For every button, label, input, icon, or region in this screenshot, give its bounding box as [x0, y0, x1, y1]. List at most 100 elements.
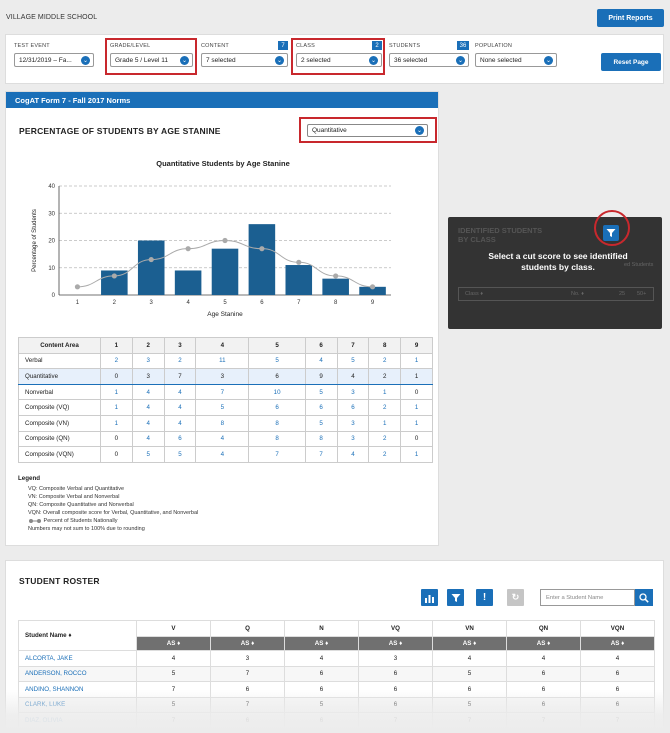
stanine-count-cell[interactable]: 4	[304, 352, 338, 370]
students-select[interactable]: 36 selected ⌄	[389, 53, 469, 67]
stanine-count-cell[interactable]: 1	[400, 352, 433, 370]
stanine-count-cell[interactable]: 6	[163, 430, 197, 448]
stanine-count-cell: 4	[336, 368, 370, 385]
stanine-count-cell[interactable]: 5	[336, 352, 370, 370]
roster-filter-button[interactable]	[447, 589, 464, 606]
age-stanine-sort-header[interactable]: AS ♦	[136, 636, 211, 651]
stanine-count-cell[interactable]: 11	[195, 352, 250, 370]
age-stanine-sort-header[interactable]: AS ♦	[506, 636, 581, 651]
stanine-count-cell[interactable]: 4	[195, 430, 250, 448]
stanine-count-cell[interactable]: 5	[304, 414, 338, 432]
content-area-row[interactable]: Composite (VQN) 0 5 5 4 7 7 4 2 1	[18, 446, 433, 463]
stanine-count-cell[interactable]: 4	[163, 399, 197, 416]
stanine-count-cell[interactable]: 4	[131, 383, 165, 401]
identified-students-panel: IDENTIFIED STUDENTS BY CLASS ed Students…	[448, 217, 662, 329]
stanine-count-cell[interactable]: 5	[248, 352, 306, 370]
stanine-count-cell[interactable]: 1	[100, 383, 133, 401]
chart-view-button[interactable]	[421, 589, 438, 606]
student-roster: STUDENT ROSTER ! ↻ Enter a Student Name …	[5, 560, 664, 733]
stanine-count-cell[interactable]: 5	[163, 446, 197, 463]
score-cell: 6	[432, 681, 507, 698]
stanine-count-cell[interactable]: 2	[368, 399, 402, 416]
stanine-count-cell[interactable]: 8	[304, 430, 338, 448]
age-stanine-sort-header[interactable]: AS ♦	[210, 636, 285, 651]
stanine-count-cell[interactable]: 1	[100, 414, 133, 432]
stanine-count-cell[interactable]: 1	[400, 414, 433, 432]
chevron-down-icon: ⌄	[81, 56, 90, 65]
y-tick-label: 0	[52, 293, 56, 299]
age-stanine-sort-header[interactable]: AS ♦	[358, 636, 433, 651]
stanine-count-cell[interactable]: 3	[336, 430, 370, 448]
stanine-count-cell[interactable]: 4	[131, 414, 165, 432]
content-area-row[interactable]: Composite (VN) 1 4 4 8 8 5 3 1 1	[18, 414, 433, 432]
content-area-row[interactable]: Composite (QN) 0 4 6 4 8 8 3 2 0	[18, 430, 433, 448]
student-search-input[interactable]: Enter a Student Name	[540, 589, 635, 606]
stanine-count-cell[interactable]: 6	[304, 399, 338, 416]
reset-page-button[interactable]: Reset Page	[601, 53, 661, 71]
class-count-badge: 2	[372, 41, 382, 50]
stanine-count-cell[interactable]: 2	[100, 352, 133, 370]
grade-level-select[interactable]: Grade 5 / Level 11 ⌄	[110, 53, 193, 67]
student-name-link[interactable]: DIAZ, OLIVIA	[18, 712, 137, 729]
stanine-count-cell[interactable]: 1	[400, 399, 433, 416]
content-area-dropdown[interactable]: Quantitative ⌄	[307, 124, 428, 137]
stanine-count-cell[interactable]: 4	[163, 383, 197, 401]
student-name-link[interactable]: ALCORTA, JAKE	[18, 650, 137, 667]
stanine-count-cell[interactable]: 5	[195, 399, 250, 416]
line-marker-icon	[29, 518, 41, 523]
stanine-count-cell[interactable]: 7	[248, 446, 306, 463]
content-area-row[interactable]: Composite (VQ) 1 4 4 5 6 6 6 2 1	[18, 399, 433, 416]
stanine-count-cell[interactable]: 4	[163, 414, 197, 432]
x-tick-label: 3	[150, 300, 154, 306]
content-area-row[interactable]: Quantitative 0 3 7 3 6 9 4 2 1	[18, 368, 433, 385]
student-name-link[interactable]: ANDERSON, ROCCO	[18, 665, 137, 682]
class-label: CLASS	[296, 43, 316, 49]
stanine-count-cell[interactable]: 1	[400, 446, 433, 463]
alert-button[interactable]: !	[476, 589, 493, 606]
stanine-count-cell[interactable]: 1	[368, 383, 402, 401]
stanine-bar-chart: 0 10 20 30 40 1 2 3 4 5 6 7 8 9 Age Stanine Percentage …	[32, 184, 391, 318]
stanine-count-cell[interactable]: 7	[304, 446, 338, 463]
card-header: CogAT Form 7 - Fall 2017 Norms	[6, 92, 438, 108]
student-name-link[interactable]: CLARK, LUKE	[18, 696, 137, 713]
stanine-count-cell[interactable]: 8	[248, 414, 306, 432]
age-stanine-sort-header[interactable]: AS ♦	[580, 636, 655, 651]
stanine-count-cell[interactable]: 3	[336, 383, 370, 401]
stanine-count-cell[interactable]: 2	[368, 446, 402, 463]
stanine-count-cell[interactable]: 2	[163, 352, 197, 370]
content-area-row[interactable]: Nonverbal 1 4 4 7 10 5 3 1 0	[18, 383, 433, 401]
stanine-count-cell[interactable]: 5	[304, 383, 338, 401]
stanine-count-cell[interactable]: 1	[100, 399, 133, 416]
refresh-button[interactable]: ↻	[507, 589, 524, 606]
stanine-count-cell[interactable]: 2	[368, 430, 402, 448]
stanine-count-cell: 6	[248, 368, 306, 385]
stanine-count-cell[interactable]: 3	[336, 414, 370, 432]
stanine-count-cell[interactable]: 6	[248, 399, 306, 416]
content-area-row[interactable]: Verbal 2 3 2 11 5 4 5 2 1	[18, 352, 433, 370]
print-reports-button[interactable]: Print Reports	[597, 9, 664, 27]
age-stanine-sort-header[interactable]: AS ♦	[284, 636, 359, 651]
stanine-count-cell[interactable]: 5	[131, 446, 165, 463]
stanine-count-cell[interactable]: 7	[195, 383, 250, 401]
stanine-count-cell[interactable]: 4	[131, 430, 165, 448]
stanine-count-cell[interactable]: 10	[248, 383, 306, 401]
student-name-link[interactable]: ANDINO, SHANNON	[18, 681, 137, 698]
stanine-count-cell[interactable]: 1	[368, 414, 402, 432]
age-stanine-sort-header[interactable]: AS ♦	[432, 636, 507, 651]
content-dropdown-highlight: Quantitative ⌄	[299, 117, 437, 143]
test-event-select[interactable]: 12/31/2019 – Fa... ⌄	[14, 53, 94, 67]
stanine-count-cell[interactable]: 4	[195, 446, 250, 463]
search-button[interactable]	[635, 589, 653, 606]
stanine-count-cell[interactable]: 2	[368, 352, 402, 370]
population-select[interactable]: None selected ⌄	[475, 53, 557, 67]
stanine-count-cell[interactable]: 3	[131, 352, 165, 370]
stanine-count-cell[interactable]: 4	[336, 446, 370, 463]
stanine-count-cell[interactable]: 4	[131, 399, 165, 416]
stanine-count-cell[interactable]: 8	[195, 414, 250, 432]
stanine-count-cell[interactable]: 6	[336, 399, 370, 416]
stanine-count-cell[interactable]: 8	[248, 430, 306, 448]
class-select[interactable]: 2 selected ⌄	[296, 53, 382, 67]
student-name-header[interactable]: Student Name ♦	[18, 620, 137, 651]
stanine-header-8: 8	[368, 337, 402, 354]
content-select[interactable]: 7 selected ⌄	[201, 53, 288, 67]
